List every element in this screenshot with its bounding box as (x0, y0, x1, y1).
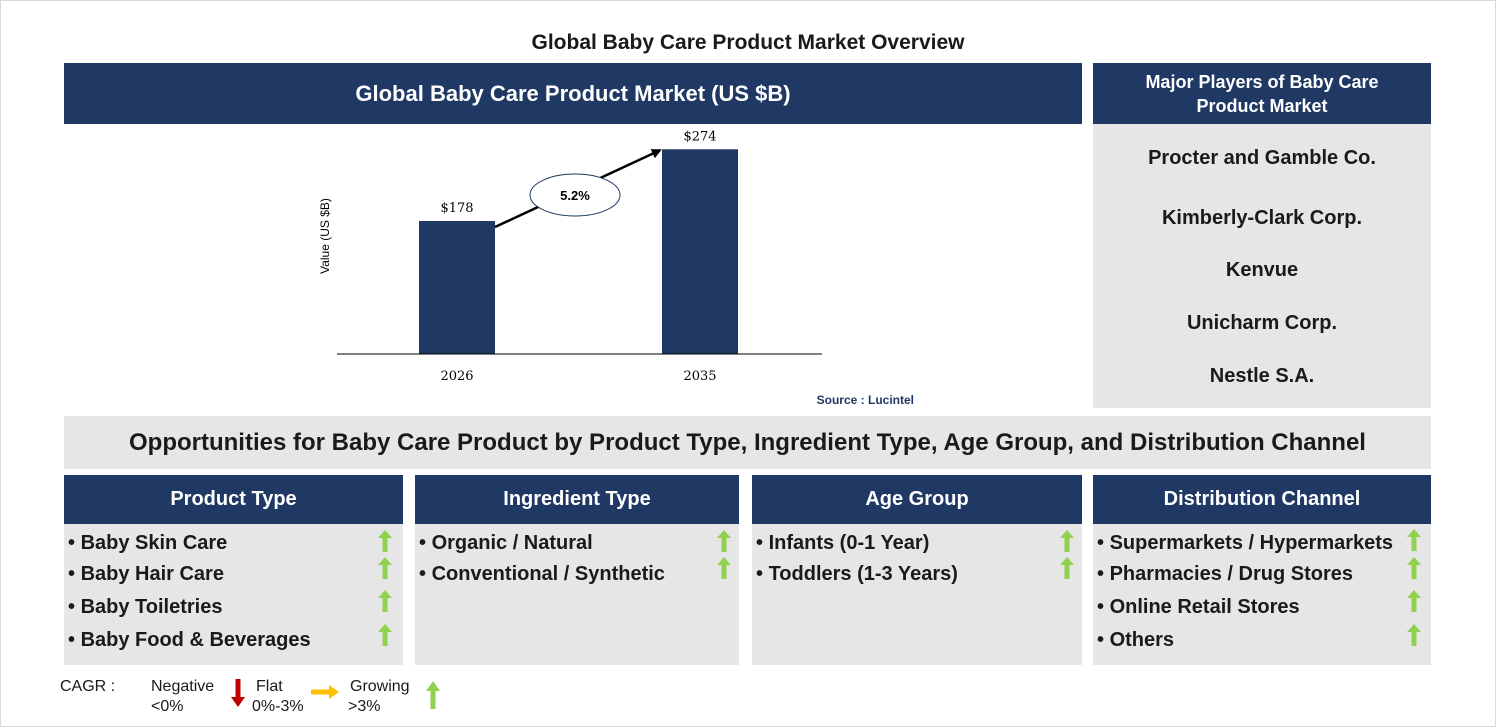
legend-growing-label: Growing (350, 678, 410, 695)
segment-item: • Supermarkets / Hypermarkets (1097, 532, 1394, 554)
segment-header-ingredient-type: Ingredient Type (415, 475, 739, 524)
legend-negative-label: Negative (151, 678, 215, 695)
bar-2035 (662, 149, 738, 354)
segment-item: • Baby Food & Beverages (68, 629, 311, 651)
growth-up-arrow-icon (1407, 557, 1421, 579)
cagr-bubble (529, 173, 621, 217)
player-item: Unicharm Corp. (1186, 312, 1338, 334)
segment-item: • Baby Toiletries (68, 596, 223, 618)
segment-panel-distribution-channel: • Supermarkets / Hypermarkets • Pharmaci… (1093, 524, 1431, 665)
segment-item: • Infants (0-1 Year) (756, 532, 930, 554)
legend-negative-range: <0% (151, 698, 184, 715)
bar-value-label: $178 (440, 201, 473, 216)
bar-value-label: $274 (683, 129, 716, 144)
segment-header-age-group: Age Group (752, 475, 1082, 524)
players-panel: Procter and Gamble Co. Kimberly-Clark Co… (1093, 124, 1431, 408)
growth-up-arrow-icon (1407, 529, 1421, 551)
x-tick-label: 2035 (683, 369, 716, 384)
growth-up-arrow-icon (378, 590, 392, 612)
segment-panel-age-group: • Infants (0-1 Year) • Toddlers (1-3 Yea… (752, 524, 1082, 665)
segment-item: • Toddlers (1-3 Years) (756, 563, 958, 585)
segment-item: • Baby Hair Care (68, 563, 224, 585)
segment-item: • Pharmacies / Drug Stores (1097, 563, 1353, 585)
growth-up-arrow-icon (1060, 557, 1074, 579)
legend-cagr-label: CAGR : (60, 678, 116, 695)
growth-up-arrow-icon (378, 530, 392, 552)
players-header: Major Players of Baby Care Product Marke… (1093, 63, 1431, 124)
y-axis-label: Value (US $B) (318, 198, 332, 274)
segment-header-product-type: Product Type (64, 475, 403, 524)
cagr-legend: CAGR : Negative <0% Flat 0%-3% Growing >… (60, 677, 480, 722)
segment-item: • Organic / Natural (419, 532, 593, 554)
negative-down-arrow-icon (231, 679, 245, 707)
page-title: Global Baby Care Product Market Overview (531, 31, 965, 54)
flat-right-arrow-icon (311, 685, 339, 699)
segment-item: • Conventional / Synthetic (419, 563, 665, 585)
segment-panel-product-type: • Baby Skin Care • Baby Hair Care • Baby… (64, 524, 403, 665)
legend-growing-range: >3% (348, 698, 381, 715)
player-item: Kimberly-Clark Corp. (1161, 207, 1363, 229)
segment-header-distribution-channel: Distribution Channel (1093, 475, 1431, 524)
growth-up-arrow-icon (1060, 530, 1074, 552)
legend-flat-label: Flat (256, 678, 283, 695)
segment-item: • Baby Skin Care (68, 532, 228, 554)
growth-up-arrow-icon (717, 530, 731, 552)
bar-2026 (419, 221, 495, 354)
market-chart-header: Global Baby Care Product Market (US $B) (64, 63, 1082, 124)
growth-up-arrow-icon (378, 624, 392, 646)
x-tick-label: 2026 (440, 369, 473, 384)
player-item: Kenvue (1225, 259, 1299, 281)
segment-panel-ingredient-type: • Organic / Natural • Conventional / Syn… (415, 524, 739, 665)
growth-up-arrow-icon (717, 557, 731, 579)
growth-up-arrow-icon (1407, 624, 1421, 646)
source-note: Source : Lucintel (817, 393, 914, 407)
cagr-label: 5.2% (560, 188, 590, 203)
segment-item: • Others (1097, 629, 1175, 651)
player-item: Nestle S.A. (1209, 365, 1315, 387)
growth-up-arrow-icon (378, 557, 392, 579)
market-bar-chart: Value (US $B) $178 2026 $274 2035 5.2% Sour… (318, 129, 914, 407)
growth-up-arrow-icon (1407, 590, 1421, 612)
legend-flat-range: 0%-3% (252, 698, 304, 715)
player-item: Procter and Gamble Co. (1148, 147, 1376, 169)
opportunities-banner: Opportunities for Baby Care Product by P… (64, 416, 1431, 469)
growing-up-arrow-icon (426, 681, 440, 709)
segment-item: • Online Retail Stores (1097, 596, 1300, 618)
